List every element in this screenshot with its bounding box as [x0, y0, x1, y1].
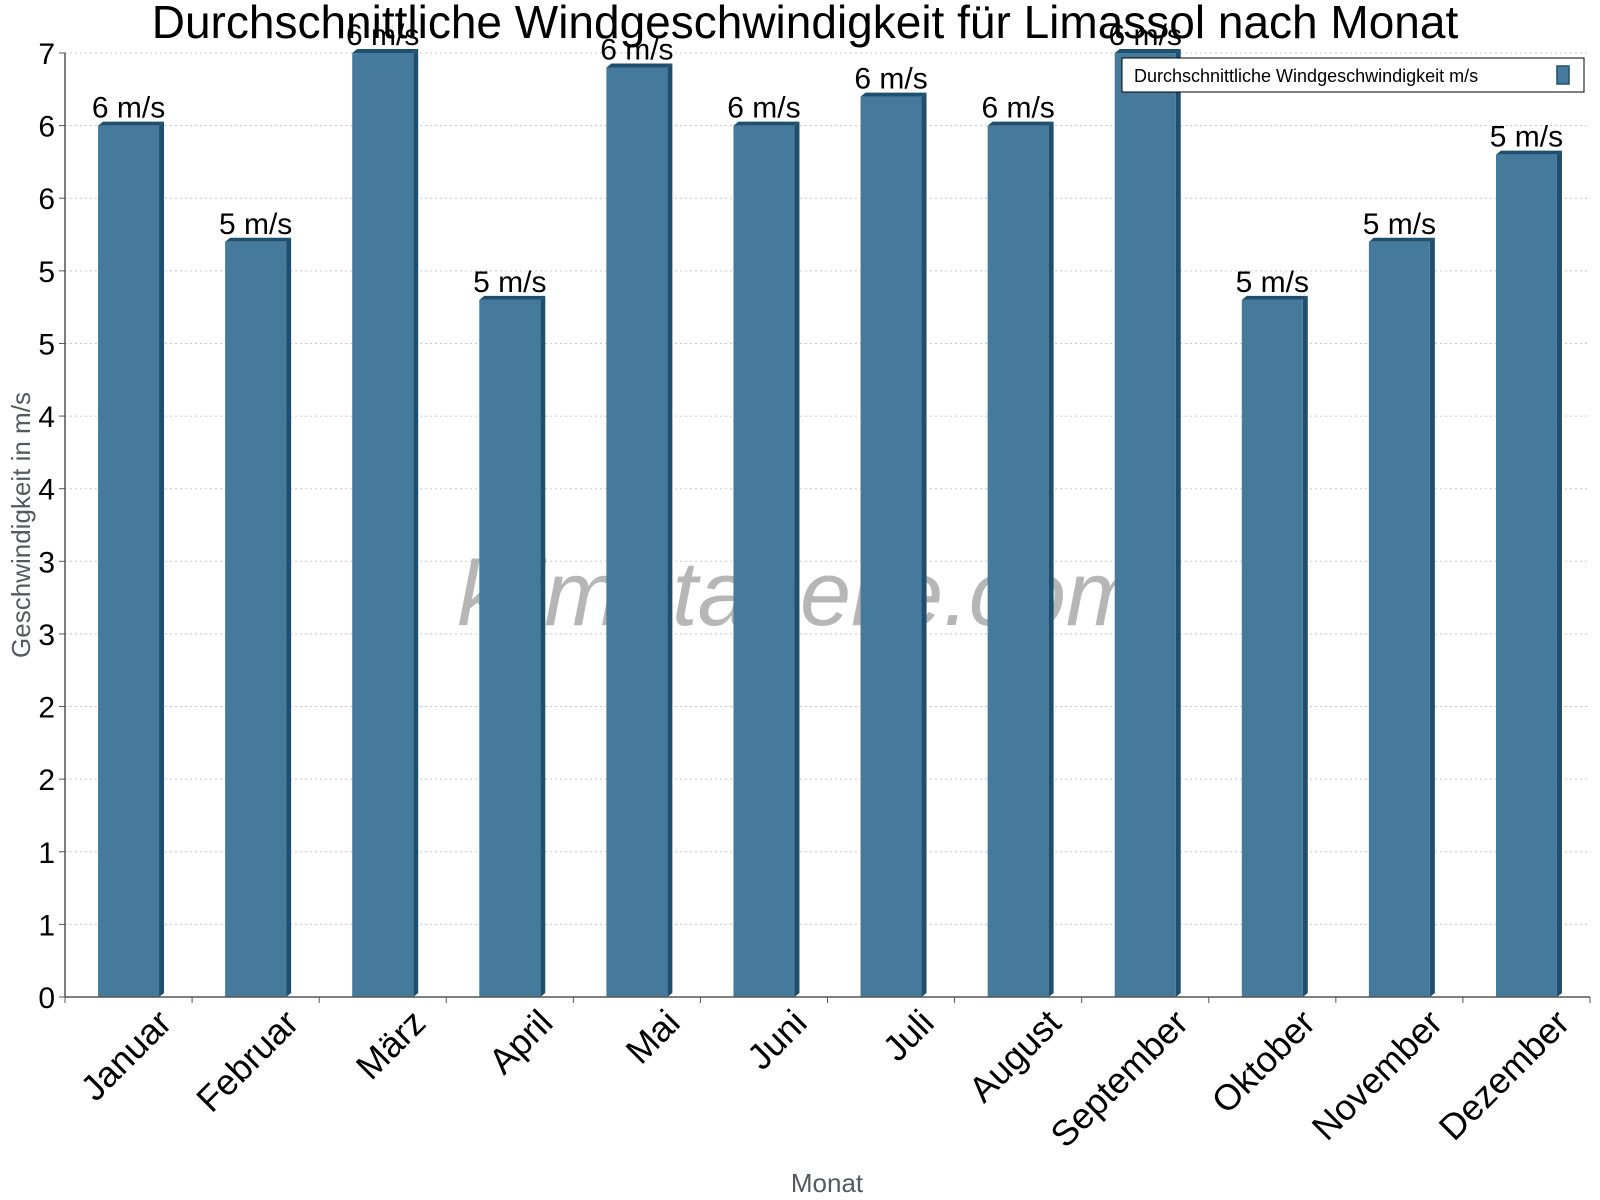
legend-label: Durchschnittliche Windgeschwindigkeit m/…	[1134, 66, 1478, 86]
y-tick-label: 2	[38, 764, 55, 797]
x-tick-label: Juni	[739, 1002, 815, 1078]
legend-swatch	[1556, 65, 1570, 85]
bar	[225, 241, 287, 998]
bar-side	[921, 92, 927, 998]
y-axis-label: Geschwindigkeit in m/s	[6, 392, 36, 658]
x-tick-label: November	[1304, 1002, 1450, 1148]
bar-value-label: 6 m/s	[600, 34, 673, 67]
bar	[1241, 299, 1303, 997]
bar-side	[1302, 295, 1308, 997]
x-tick-label: Oktober	[1203, 1002, 1323, 1122]
bar-side	[1556, 150, 1562, 997]
x-tick-label: Dezember	[1431, 1002, 1577, 1148]
y-tick-label: 5	[38, 256, 55, 289]
y-tick-label: 2	[38, 692, 55, 725]
bar-top	[479, 295, 546, 300]
y-tick-label: 5	[38, 328, 55, 361]
bar-value-label: 5 m/s	[1363, 208, 1436, 241]
bar-value-label: 6 m/s	[346, 19, 419, 52]
bar-side	[286, 237, 292, 998]
bar-side	[1048, 121, 1054, 998]
bar-top	[606, 63, 673, 68]
x-tick-label: Mai	[618, 1002, 688, 1072]
y-tick-label: 6	[38, 183, 55, 216]
bar-value-label: 5 m/s	[1236, 266, 1309, 299]
bar	[733, 125, 795, 998]
bar	[1495, 154, 1557, 997]
bar	[1368, 241, 1430, 998]
bar-top	[987, 121, 1054, 126]
bar-value-label: 6 m/s	[854, 63, 927, 96]
bar-top	[1114, 49, 1181, 53]
bar	[98, 125, 160, 998]
bar-side	[1429, 237, 1435, 998]
bar-value-label: 6 m/s	[1109, 19, 1182, 52]
bar-top	[352, 49, 419, 53]
x-axis-label: Monat	[791, 1168, 864, 1198]
bar-top	[860, 92, 927, 97]
x-tick-label: August	[961, 1002, 1069, 1110]
chart-title: Durchschnittliche Windgeschwindigkeit fü…	[152, 0, 1459, 48]
bar	[606, 67, 668, 998]
x-tick-label: Juli	[875, 1002, 942, 1069]
x-tick-label: Januar	[72, 1002, 179, 1109]
bar-side	[159, 121, 165, 998]
bar	[352, 53, 414, 997]
bar-side	[667, 63, 673, 998]
bar	[479, 299, 541, 997]
bar	[1114, 53, 1176, 997]
x-tick-label: Februar	[188, 1002, 306, 1120]
x-tick-label: April	[481, 1002, 561, 1082]
x-tick-label: März	[348, 1002, 434, 1088]
data-labels: 6 m/s 5 m/s 6 m/s 5 m/s 6 m/s 6 m/s 6 m/s 6 m/s…	[92, 19, 1563, 299]
bar-top	[225, 237, 292, 242]
y-tick-label: 6	[38, 111, 55, 144]
bar-side	[1175, 49, 1181, 997]
bar-value-label: 5 m/s	[219, 208, 292, 241]
y-tick-label: 3	[38, 546, 55, 579]
bar-top	[733, 121, 800, 126]
bar-value-label: 6 m/s	[727, 92, 800, 125]
y-tick-label: 3	[38, 619, 55, 652]
legend-box	[1121, 57, 1585, 93]
bar-top	[1241, 295, 1308, 300]
y-tick-label: 4	[38, 474, 55, 507]
bar-top	[98, 121, 165, 126]
bar-value-label: 6 m/s	[92, 92, 165, 125]
y-tick-label: 1	[38, 837, 55, 870]
bar-side	[540, 295, 546, 997]
grid-lines	[65, 52, 1590, 925]
bar	[987, 125, 1049, 998]
bar	[860, 96, 922, 998]
y-tick-label: 1	[38, 909, 55, 942]
bar-value-label: 6 m/s	[981, 92, 1054, 125]
bar-value-label: 5 m/s	[473, 266, 546, 299]
bar-value-label: 5 m/s	[1490, 121, 1563, 154]
bar-side	[413, 49, 419, 997]
y-tick-label: 0	[38, 982, 55, 1015]
bar-side	[794, 121, 800, 998]
y-tick-label: 4	[38, 401, 55, 434]
x-tick-label: September	[1042, 1002, 1196, 1156]
y-tick-label: 7	[38, 38, 55, 71]
legend: Durchschnittliche Windgeschwindigkeit m/…	[1121, 57, 1585, 93]
bar-top	[1368, 237, 1435, 242]
bar-top	[1495, 150, 1562, 155]
bars	[98, 49, 1562, 998]
